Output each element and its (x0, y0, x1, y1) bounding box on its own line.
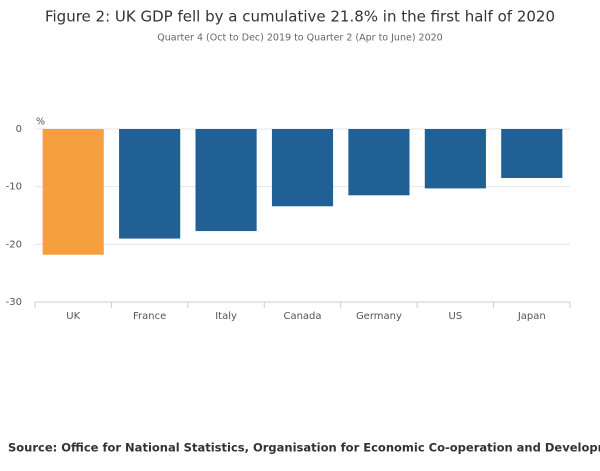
y-unit: % (36, 117, 45, 128)
x-tick-label: Canada (283, 311, 321, 322)
y-tick-label: -30 (6, 297, 22, 308)
bar (501, 129, 563, 179)
bar (195, 129, 257, 232)
bar (271, 129, 334, 207)
chart-title: Figure 2: UK GDP fell by a cumulative 21… (45, 8, 555, 26)
y-tick-label: -20 (6, 239, 22, 250)
x-tick-label: France (133, 311, 166, 322)
y-tick-label: 0 (16, 124, 22, 135)
x-tick-label: US (449, 311, 463, 322)
chart-subtitle: Quarter 4 (Oct to Dec) 2019 to Quarter 2… (157, 33, 442, 44)
y-tick-label: -10 (6, 182, 22, 193)
bar (119, 129, 181, 239)
bar (42, 129, 104, 255)
x-tick-label: Japan (517, 311, 546, 322)
x-tick-label: UK (66, 311, 80, 322)
bar (348, 129, 410, 196)
bar (424, 129, 486, 189)
source: Source: Office for National Statistics, … (8, 441, 600, 455)
x-tick-label: Italy (215, 311, 237, 322)
x-tick-label: Germany (356, 311, 402, 322)
